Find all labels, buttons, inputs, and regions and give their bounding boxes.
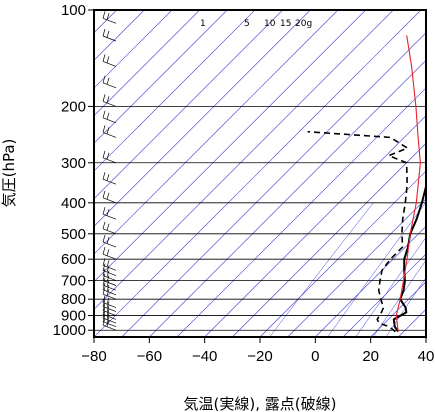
isotherm-line <box>94 10 311 227</box>
isotherm-line <box>94 10 283 200</box>
isobar-lines <box>94 10 426 331</box>
isotherm-line <box>94 10 422 337</box>
wind-barb <box>102 235 117 248</box>
wind-barb <box>102 150 117 164</box>
y-tick-label: 500 <box>61 226 86 243</box>
mixing-ratio-label: 5 <box>244 19 250 29</box>
isotherm-line <box>149 59 426 337</box>
y-tick-label: 300 <box>61 155 86 172</box>
y-tick-label: 100 <box>61 2 86 19</box>
wind-barb <box>102 94 117 107</box>
wind-barb <box>102 278 117 291</box>
mixing-ratio-label: 10 <box>264 19 276 29</box>
wind-barb <box>102 207 117 220</box>
x-tick-label: −20 <box>247 348 272 365</box>
y-tick-label: 900 <box>61 308 86 325</box>
y-tick-label: 600 <box>61 251 86 268</box>
isotherm-line <box>176 87 426 337</box>
wind-barb <box>102 282 117 296</box>
x-tick-label: −40 <box>192 348 217 365</box>
isotherm-line <box>287 198 426 337</box>
isotherm-line <box>204 115 426 337</box>
isotherm-line <box>259 170 426 337</box>
wind-barb <box>102 54 117 67</box>
wind-barb <box>102 110 117 124</box>
wind-barb <box>102 28 117 42</box>
wind-barb <box>102 263 117 276</box>
isotherm-line <box>94 10 394 310</box>
wind-barb <box>102 295 117 308</box>
isotherm-line <box>94 10 339 255</box>
mixing-ratio-line <box>355 236 426 337</box>
wind-barbs <box>102 10 117 331</box>
mixing-ratio-line <box>269 202 374 337</box>
temperature-line <box>392 47 426 333</box>
isotherm-line <box>315 225 426 337</box>
x-axis-ticks: −80 −60 −40 −20 0 20 40 <box>81 337 434 365</box>
x-tick-label: 40 <box>418 348 435 365</box>
wind-barb <box>102 273 117 286</box>
isotherm-line <box>94 10 200 117</box>
isotherm-line <box>121 32 426 337</box>
parcel-line <box>395 35 421 332</box>
wind-barb <box>102 299 117 312</box>
wind-barb <box>102 247 117 260</box>
mixing-ratio-label: 15 <box>280 19 291 29</box>
y-tick-label: 1000 <box>53 322 86 339</box>
wind-barb <box>102 75 117 89</box>
plot-frame <box>93 9 427 338</box>
y-tick-label: 700 <box>61 273 86 290</box>
wind-barb <box>102 258 117 271</box>
wind-barb <box>102 125 117 138</box>
isotherm-line <box>425 336 426 337</box>
wind-barb <box>102 11 117 24</box>
isotherm-line <box>342 253 426 337</box>
y-tick-label: 200 <box>61 98 86 115</box>
wind-barb <box>102 268 117 281</box>
isotherm-line <box>232 142 426 337</box>
isotherm-line <box>94 10 366 283</box>
x-tick-label: −80 <box>81 348 106 365</box>
isotherm-line <box>94 10 228 144</box>
x-tick-label: 0 <box>311 348 319 365</box>
x-axis-label: 気温(実線), 露点(破線) <box>184 395 337 412</box>
y-tick-label: 800 <box>61 291 86 308</box>
y-tick-label: 400 <box>61 195 86 212</box>
profile-lines <box>307 35 426 333</box>
mixing-ratio-label: 1 <box>200 19 206 29</box>
mixing-ratio-label: 20g <box>295 19 312 29</box>
x-tick-label: −60 <box>137 348 162 365</box>
dewpoint-line <box>307 130 409 333</box>
wind-barb <box>102 287 117 300</box>
wind-barb <box>102 172 117 185</box>
y-axis-label: 気圧(hPa) <box>0 139 18 208</box>
isotherm-line <box>94 10 173 89</box>
mixing-ratio-labels: 1 5 10 15 20g <box>200 19 312 29</box>
wind-barb <box>102 190 117 204</box>
x-tick-label: 20 <box>362 348 379 365</box>
wind-barb <box>102 221 117 235</box>
mixing-ratio-line <box>327 202 426 337</box>
isotherm-line <box>94 10 256 172</box>
wind-barb <box>115 10 116 11</box>
